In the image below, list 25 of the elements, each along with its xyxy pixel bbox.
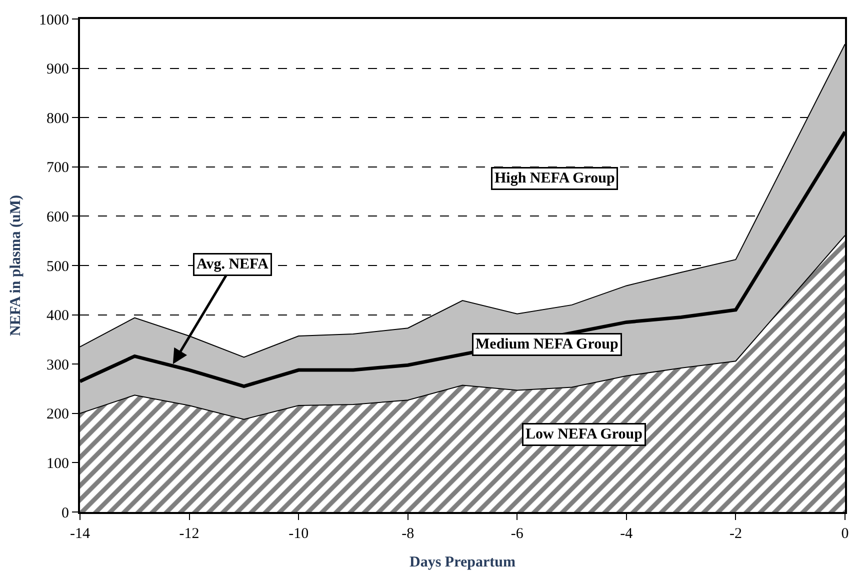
x-axis-title: Days Prepartum [410,554,516,570]
x-tick-label: -12 [179,526,200,542]
y-tick-label: 700 [46,160,69,176]
y-tick-label: 400 [46,308,69,324]
y-tick-label: 300 [46,357,69,374]
y-tick-label: 200 [46,406,69,423]
x-tick-label: 0 [841,526,849,542]
y-axis-title: NEFA in plasma (uM) [8,195,24,336]
x-tick-label: -10 [288,526,309,542]
annotation: Low NEFA Group [526,426,642,442]
y-tick-label: 100 [46,456,69,472]
y-tick-label: 500 [46,258,69,275]
y-tick-label: 1000 [39,12,69,28]
y-tick-label: 0 [62,505,69,522]
x-tick-label: -2 [729,526,742,542]
y-tick-label: 800 [46,110,69,127]
x-tick-label: -6 [510,526,524,542]
y-tick-label: 900 [46,62,69,78]
annotation: Medium NEFA Group [476,336,618,352]
x-tick-label: -14 [70,526,90,542]
annotation: High NEFA Group [494,170,615,186]
x-tick-label: -8 [402,526,414,542]
x-tick-label: -4 [620,526,634,542]
y-tick-label: 600 [46,209,69,226]
annotation: Avg. NEFA [196,256,269,272]
